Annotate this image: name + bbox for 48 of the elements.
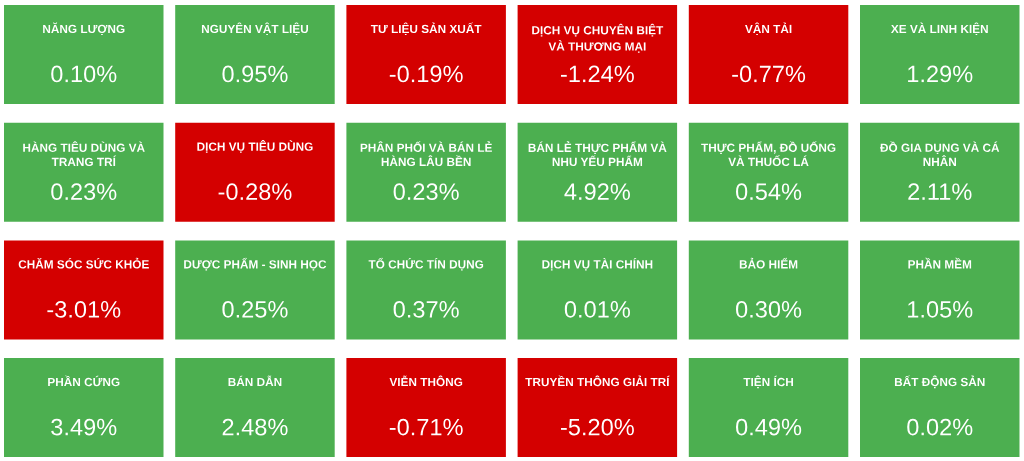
data-label: 0.23% xyxy=(51,183,117,201)
category-label: DỊCH VỤ TÀI CHÍNH xyxy=(542,257,653,271)
category-label: TRUYỀN THÔNG GIẢI TRÍ xyxy=(525,375,670,387)
category-label: TỔ CHỨC TÍN DỤNG xyxy=(368,257,484,271)
category-label: TIỆN ÍCH xyxy=(743,375,794,389)
data-label: -5.20% xyxy=(560,418,634,436)
data-label: -0.28% xyxy=(218,183,292,201)
data-label: 0.30% xyxy=(736,301,802,318)
category-label: PHÂN PHỐI VÀ BÁN LẺ HÀNG LÂU BỀN xyxy=(360,141,492,167)
data-label: -0.71% xyxy=(389,418,463,436)
data-label: -0.77% xyxy=(732,65,806,83)
data-label: 0.23% xyxy=(393,183,459,201)
data-label: 0.49% xyxy=(736,418,802,436)
data-label: -1.24% xyxy=(560,65,634,83)
data-label: 0.95% xyxy=(222,65,288,83)
category-label: XE VÀ LINH KIỆN xyxy=(890,22,988,36)
category-label: DƯỢC PHẨM - SINH HỌC xyxy=(184,257,327,271)
category-label: NĂNG LƯỢNG xyxy=(43,22,125,36)
category-label: DỊCH VỤ CHUYÊN BIỆT VÀ THƯƠNG MẠI xyxy=(532,23,664,53)
category-label: PHẦN CỨNG xyxy=(48,375,120,387)
category-label: TƯ LIỆU SẢN XUẤT xyxy=(370,22,482,36)
data-label: 1.05% xyxy=(908,301,973,318)
data-label: 0.02% xyxy=(907,418,973,436)
data-label: 0.01% xyxy=(564,301,630,318)
data-label: 1.29% xyxy=(908,65,973,83)
category-label: BẢO HIỂM xyxy=(739,257,798,269)
category-label: PHẦN MỀM xyxy=(908,257,972,269)
data-label: 0.37% xyxy=(393,301,459,318)
data-label: -0.19% xyxy=(389,65,463,83)
data-label: 0.10% xyxy=(51,65,117,83)
category-label: HÀNG TIÊU DÙNG VÀ TRANG TRÍ xyxy=(23,141,145,167)
category-label: BẤT ĐỘNG SẢN xyxy=(894,375,985,389)
data-label: 4.92% xyxy=(564,183,630,201)
data-label: -3.01% xyxy=(47,301,121,318)
category-label: ĐỒ GIA DỤNG VÀ CÁ NHÂN xyxy=(880,141,1000,166)
category-label: THỰC PHẨM, ĐỒ UỐNG VÀ THUỐC LÁ xyxy=(701,141,836,167)
data-label: 2.48% xyxy=(222,418,288,436)
category-label: NGUYÊN VẬT LIỆU xyxy=(201,22,309,36)
data-label: 2.11% xyxy=(908,183,972,200)
data-label: 0.54% xyxy=(736,183,802,201)
category-label: BÁN LẺ THỰC PHẨM VÀ NHU YẾU PHẨM xyxy=(528,141,667,167)
category-label: CHĂM SÓC SỨC KHỎE xyxy=(18,257,149,269)
data-label: 3.49% xyxy=(51,418,117,436)
category-label: VẬN TẢI xyxy=(745,22,792,36)
category-label: BÁN DẪN xyxy=(228,375,282,387)
category-label: VIỄN THÔNG xyxy=(389,375,463,387)
category-label: DỊCH VỤ TIÊU DÙNG xyxy=(197,140,313,153)
data-label: 0.25% xyxy=(222,301,288,318)
